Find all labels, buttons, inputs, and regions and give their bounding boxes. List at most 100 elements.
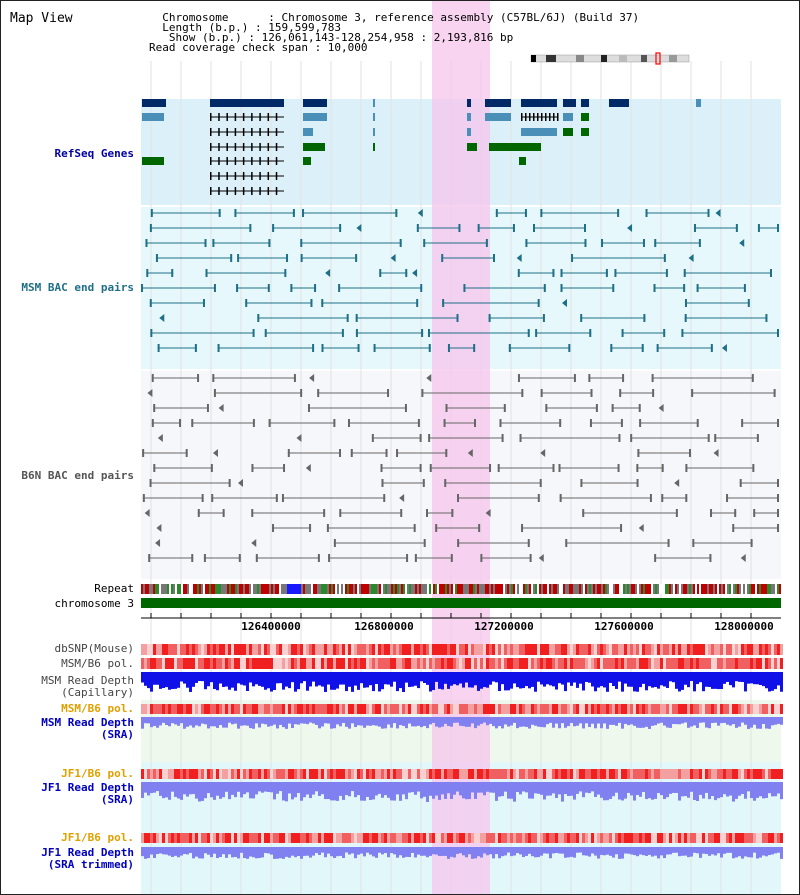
dbsnp-heat-cell — [222, 644, 225, 655]
jf1-depth-sra-bar — [270, 782, 273, 793]
msm-depth-sra-bar — [654, 717, 657, 726]
msm-b6-pol-heat-cell — [546, 658, 549, 669]
jf1-b6-pol-heat-cell — [414, 769, 417, 779]
msm-b6-pol-heat-cell — [780, 658, 783, 669]
jf1-b6-pol-heat-cell — [348, 769, 351, 779]
jf1-depth-trim-bar — [600, 847, 603, 855]
msm-depth-capillary-bar — [540, 672, 543, 685]
msm-bac-end — [642, 239, 645, 247]
msm-b6-pol-heat-cell — [333, 658, 336, 669]
msm-b6-pol-heat-cell — [531, 658, 534, 669]
jf1-b6-pol-heat-cell — [726, 769, 729, 779]
jf1-depth-trim-bar — [555, 847, 558, 853]
jf1-depth-sra-bar — [498, 782, 501, 797]
msm-depth-capillary-bar — [366, 672, 369, 688]
jf1-b6-pol-heat-cell — [177, 769, 180, 779]
b6n-bac-orphan-end — [638, 524, 644, 532]
jf1-depth-sra-bar — [504, 782, 507, 792]
dbsnp-heat-cell — [261, 644, 264, 655]
b6n-bac-end — [752, 464, 755, 472]
jf1-depth-sra-bar — [519, 782, 522, 795]
jf1-depth-trim-bar — [219, 847, 222, 858]
jf1-depth-trim-bar — [537, 847, 540, 858]
msm-b6-pol-heat-cell — [225, 658, 228, 669]
gene-exon — [267, 157, 270, 165]
jf1-depth-sra-bar — [411, 782, 414, 793]
b6n-bac-end — [179, 419, 182, 427]
msm-b6-pol-sra-heat-cell — [360, 704, 363, 714]
jf1-b6-pol-trimmed-heat-cell — [210, 833, 213, 843]
jf1-depth-sra-bar — [678, 782, 681, 801]
jf1-b6-pol-heat-cell — [675, 769, 678, 779]
jf1-b6-pol-trimmed-heat-cell — [207, 833, 210, 843]
msm-depth-sra-bar — [486, 717, 489, 726]
msm-depth-sra-bar — [435, 717, 438, 727]
dbsnp-heat-cell — [540, 644, 543, 655]
gene-exon — [218, 143, 220, 151]
msm-depth-sra-bar — [168, 717, 171, 727]
jf1-b6-pol-heat-cell — [171, 769, 174, 779]
jf1-depth-trim-bar — [303, 847, 306, 856]
jf1-depth-trim-bar — [339, 847, 342, 856]
jf1-b6-pol-trimmed-heat-cell — [528, 833, 531, 843]
msm-bac-end — [202, 299, 205, 307]
jf1-depth-trim-bar — [657, 847, 660, 859]
repeat-element — [367, 584, 369, 594]
msm-depth-capillary-bar — [630, 672, 633, 687]
msm-b6-pol-sra-heat-cell — [357, 704, 360, 714]
jf1-b6-pol-heat-cell — [615, 769, 618, 779]
jf1-depth-sra-bar — [261, 782, 264, 793]
msm-depth-sra-bar — [192, 717, 195, 728]
msm-b6-pol-sra-heat-cell — [756, 704, 759, 714]
b6n-bac-end — [404, 404, 407, 412]
msm-depth-capillary-bar — [369, 672, 372, 686]
jf1-b6-pol-trimmed-heat-cell — [534, 833, 537, 843]
gene-exon — [210, 128, 212, 136]
b6n-bac-end — [429, 464, 432, 472]
msm-b6-pol-heat-cell — [384, 658, 387, 669]
msm-depth-sra-bar — [489, 717, 492, 724]
repeat-element — [463, 584, 465, 594]
dbsnp-heat-cell — [312, 644, 315, 655]
jf1-depth-trim-bar — [510, 847, 513, 857]
msm-depth-sra-bar — [630, 717, 633, 725]
msm-depth-capillary-bar — [186, 672, 189, 688]
repeat-element — [771, 584, 773, 594]
msm-b6-pol-heat-cell — [759, 658, 762, 669]
jf1-depth-sra-bar — [759, 782, 762, 797]
repeat-element — [459, 584, 461, 594]
msm-b6-pol-sra-heat-cell — [261, 704, 264, 714]
jf1-b6-pol-heat-cell — [498, 769, 501, 779]
repeat-element — [681, 584, 683, 594]
repeat-element — [677, 584, 679, 594]
msm-depth-sra-bar — [660, 717, 663, 723]
jf1-b6-pol-heat-cell — [681, 769, 684, 779]
jf1-depth-trim-bar — [441, 847, 444, 856]
msm-bac-orphan-end — [715, 209, 721, 217]
msm-b6-pol-heat-cell — [735, 658, 738, 669]
jf1-depth-sra-bar — [618, 782, 621, 800]
msm-depth-sra-bar — [273, 717, 276, 725]
msm-bac-end — [614, 269, 617, 277]
msm-b6-pol-heat-cell — [171, 658, 174, 669]
b6n-bac-end — [637, 449, 640, 457]
msm-depth-capillary-bar — [585, 672, 588, 682]
msm-b6-pol-sra-heat-cell — [594, 704, 597, 714]
repeat-element — [769, 584, 771, 594]
dbsnp-heat-cell — [636, 644, 639, 655]
dbsnp-heat-cell — [672, 644, 675, 655]
jf1-b6-pol-heat-cell — [480, 769, 483, 779]
repeat-element — [541, 584, 543, 594]
dbsnp-heat-cell — [438, 644, 441, 655]
gene-exon — [275, 157, 278, 165]
msm-depth-capillary-bar — [318, 672, 321, 686]
b6n-bac-end — [537, 494, 540, 502]
repeat-element — [581, 584, 583, 594]
jf1-b6-pol-heat-cell — [213, 769, 216, 779]
msm-b6-pol-heat-cell — [771, 658, 774, 669]
jf1-b6-pol-heat-cell — [711, 769, 714, 779]
gene-block — [581, 113, 589, 121]
jf1-depth-trim-bar — [507, 847, 510, 853]
dbsnp-heat-cell — [228, 644, 231, 655]
